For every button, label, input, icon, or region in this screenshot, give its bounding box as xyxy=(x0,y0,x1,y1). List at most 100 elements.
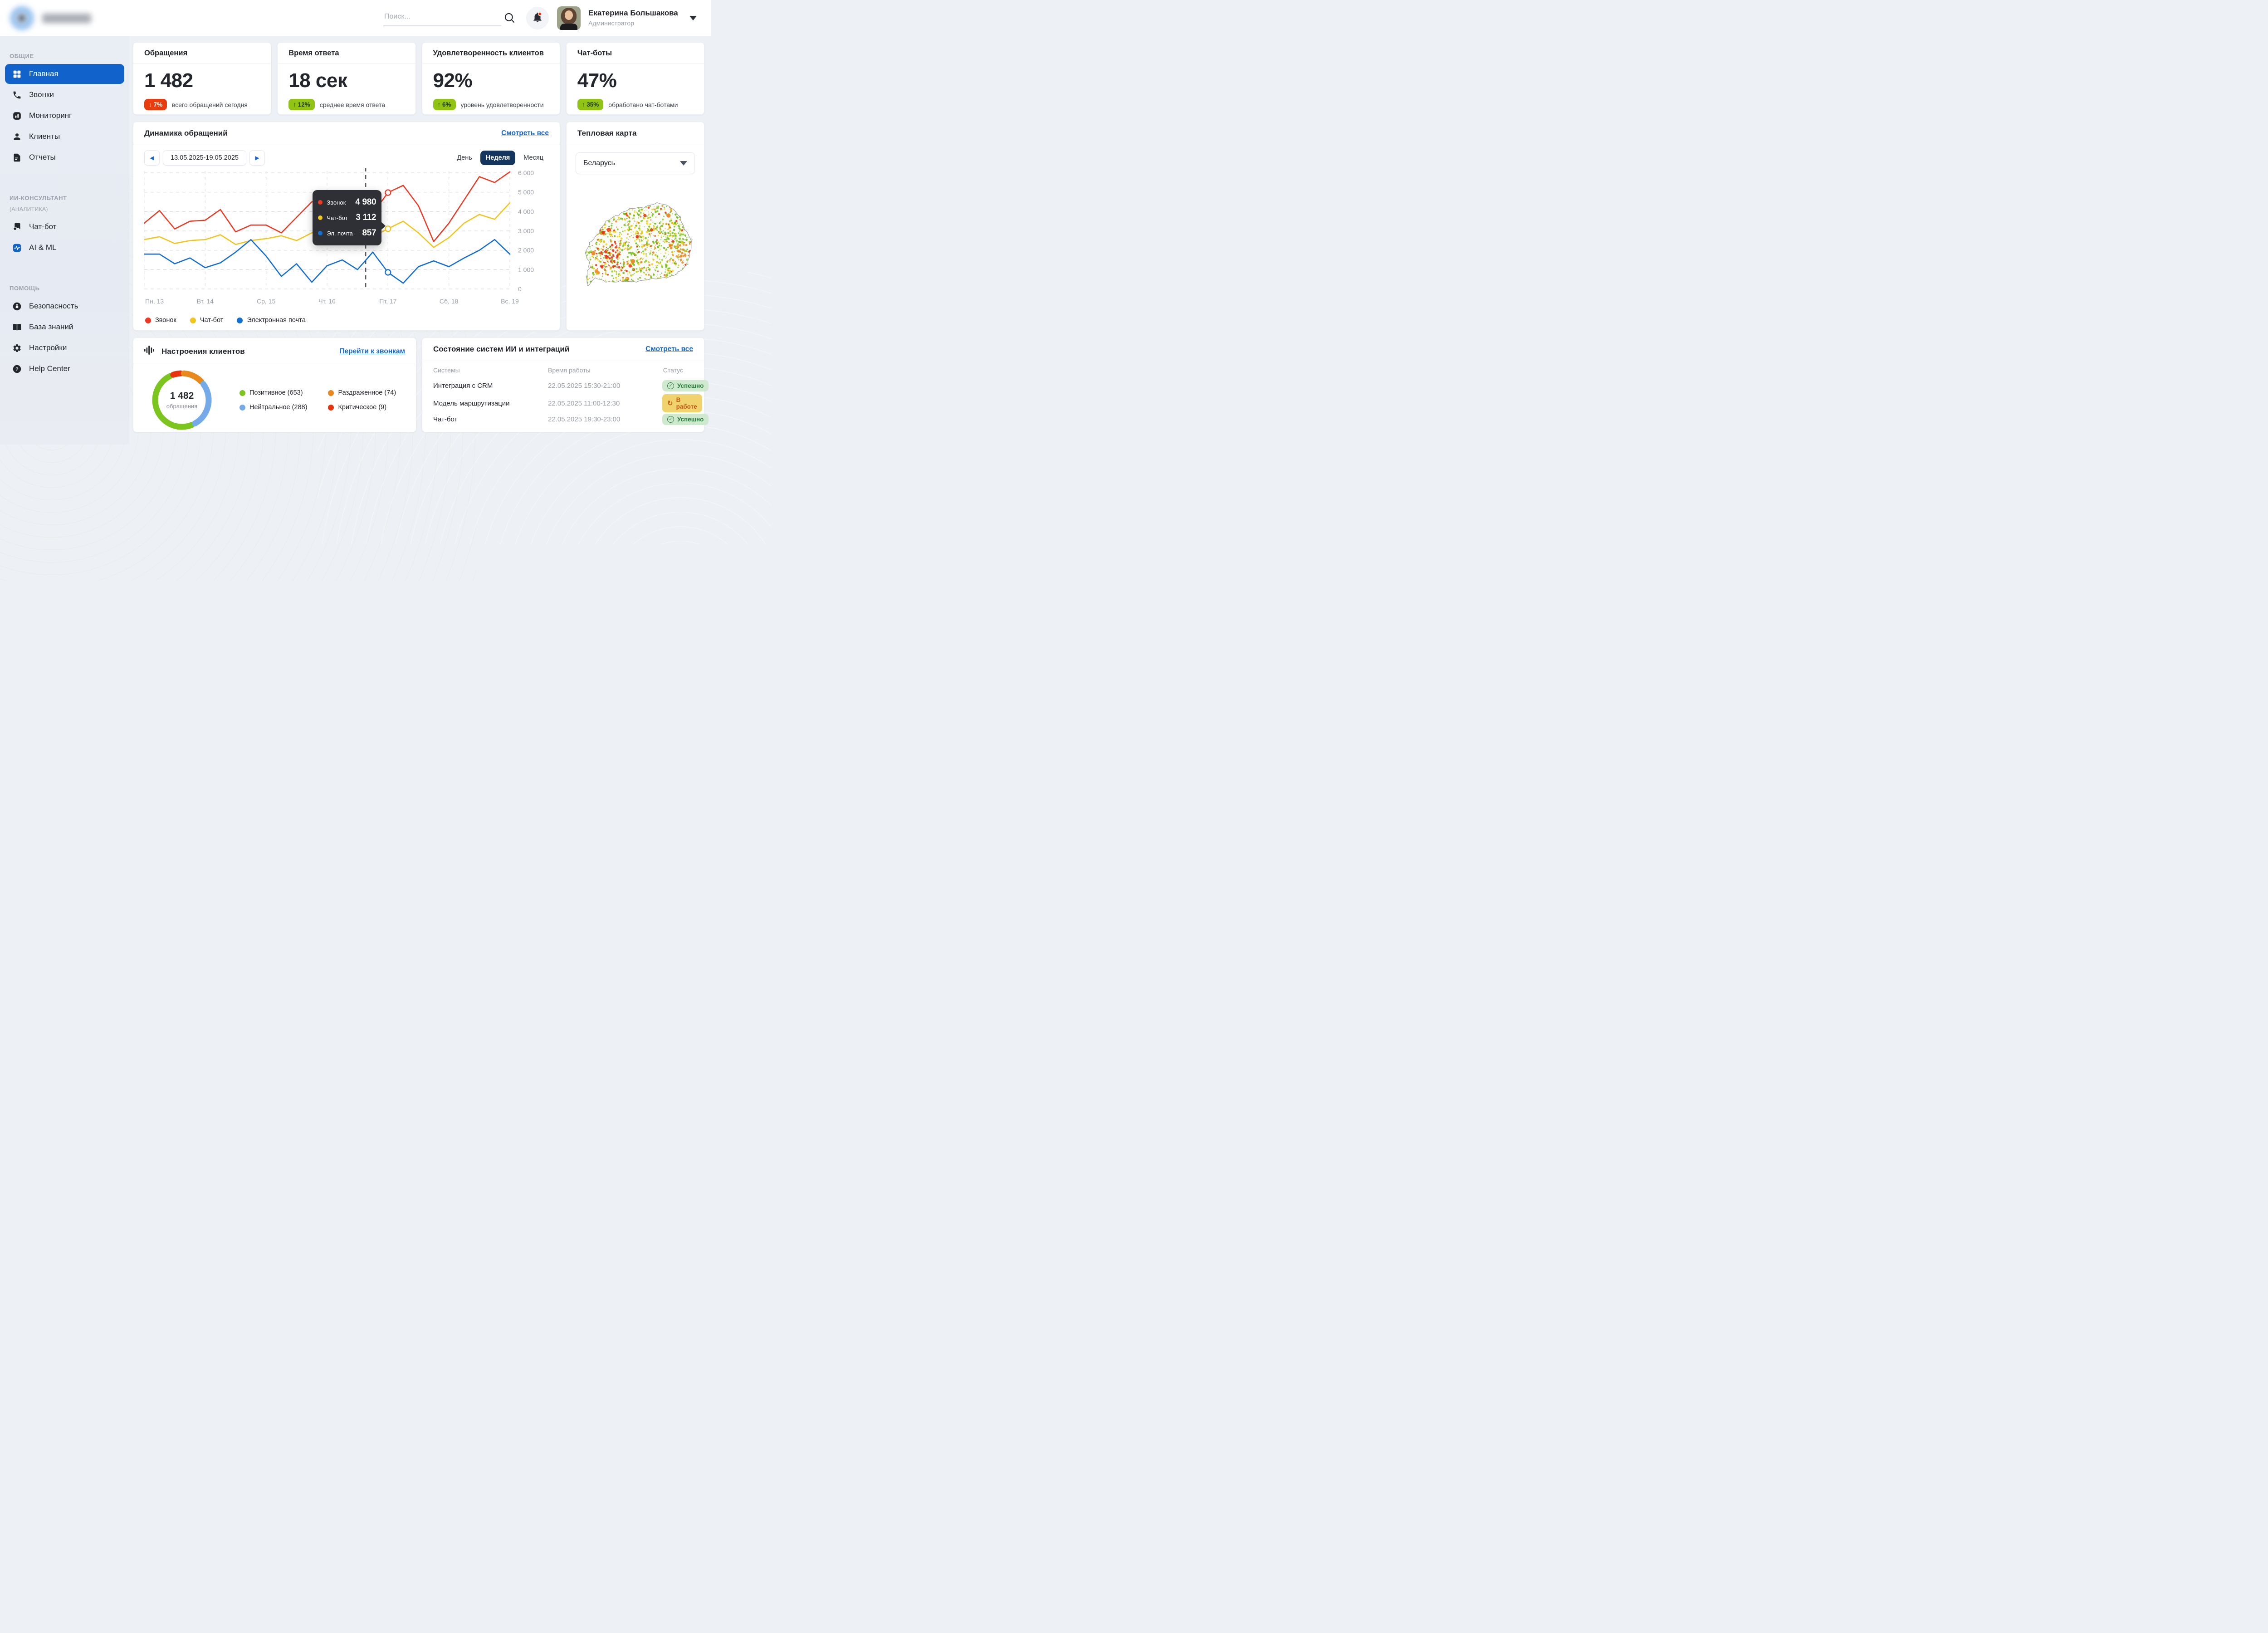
legend-dot xyxy=(240,390,245,396)
search-input[interactable] xyxy=(383,8,501,26)
sidebar-item-label: Звонки xyxy=(29,90,54,99)
settings-icon xyxy=(12,343,22,353)
svg-text:Сб, 18: Сб, 18 xyxy=(440,298,459,305)
avatar-body xyxy=(560,24,577,30)
sidebar-item-settings[interactable]: Настройки xyxy=(5,338,124,358)
sidebar-item-label: Главная xyxy=(29,69,59,78)
systems-table: Системы Время работы Статус Интеграция с CR… xyxy=(422,360,709,428)
donut-total-label: обращения xyxy=(166,403,198,410)
sidebar-item-knowledge-base[interactable]: База знаний xyxy=(5,317,124,337)
avatar-face xyxy=(565,10,573,20)
home-icon xyxy=(12,69,22,79)
sentiment-legend-item: Позитивное (653) xyxy=(240,389,307,396)
heatmap-card: Тепловая карта Беларусь xyxy=(566,122,704,331)
kpi-title: Удовлетворенность клиентов xyxy=(422,43,560,64)
period-option-месяц[interactable]: Месяц xyxy=(523,154,543,161)
kpi-value: 18 сек xyxy=(288,69,347,92)
system-time: 22.05.2025 19:30-23:00 xyxy=(548,416,621,423)
sidebar-item-security[interactable]: Безопасность xyxy=(5,296,124,316)
hover-marker-chatbot xyxy=(385,225,391,232)
svg-text:2 000: 2 000 xyxy=(518,247,534,254)
period-option-неделя[interactable]: Неделя xyxy=(480,151,516,165)
waveform-icon xyxy=(144,345,156,358)
date-prev-button[interactable]: ◀ xyxy=(144,150,160,166)
kpi-card-requests: Обращения 1 482 ↓ 7% всего обращений сегодн… xyxy=(133,42,272,115)
systems-view-all-link[interactable]: Смотреть все xyxy=(645,345,693,353)
donut-total: 1 482 xyxy=(170,391,194,401)
kpi-row: Обращения 1 482 ↓ 7% всего обращений сегодн… xyxy=(133,42,704,115)
knowledge-base-icon xyxy=(12,322,22,332)
sidebar-item-chatbot[interactable]: Чат-бот xyxy=(5,217,124,237)
kpi-description: уровень удовлетворенности xyxy=(460,101,544,108)
systems-card: Состояние систем ИИ и интеграций Смотрет… xyxy=(422,337,709,432)
svg-text:0: 0 xyxy=(518,285,522,293)
line-chart: 0 1 000 2 000 3 000 4 000 5 000 6 000 Пн, 13 Вт,… xyxy=(133,166,560,313)
sentiment-card: Настроения клиентов Перейти к звонкам 1 … xyxy=(133,337,416,432)
top-bar: Екатерина Большакова Администратор xyxy=(0,0,711,36)
sidebar-item-monitoring[interactable]: Мониторинг xyxy=(5,106,124,126)
svg-text:Ср, 15: Ср, 15 xyxy=(257,298,275,305)
table-column-header: Время работы xyxy=(548,367,591,374)
sidebar-item-label: База знаний xyxy=(29,323,73,331)
sidebar-item-label: Help Center xyxy=(29,364,70,373)
kpi-trend-badge: ↑ 12% xyxy=(288,99,315,110)
legend-label: Позитивное (653) xyxy=(249,389,303,396)
kpi-card-response-time: Время ответа 18 сек ↑ 12% среднее время отв… xyxy=(277,42,416,115)
region-select[interactable]: Беларусь xyxy=(576,152,695,174)
ai-ml-icon xyxy=(12,243,22,253)
tooltip-series-label: Чат-бот xyxy=(327,214,348,221)
heatmap-title: Тепловая карта xyxy=(577,129,637,137)
logo-text-blurred xyxy=(42,13,91,23)
sidebar-item-ai-ml[interactable]: AI & ML xyxy=(5,238,124,258)
kpi-trend-badge: ↑ 35% xyxy=(577,99,604,110)
user-menu-caret-icon[interactable] xyxy=(689,16,697,20)
user-info: Екатерина Большакова Администратор xyxy=(588,9,678,27)
sidebar-item-reports[interactable]: Отчеты xyxy=(5,147,124,167)
app-logo xyxy=(10,6,91,30)
sidebar-item-calls[interactable]: Звонки xyxy=(5,85,124,105)
date-range-picker[interactable]: 13.05.2025-19.05.2025 xyxy=(163,150,246,166)
period-option-день[interactable]: День xyxy=(457,154,472,161)
sidebar-item-help-center[interactable]: ? Help Center xyxy=(5,359,124,379)
go-to-calls-link[interactable]: Перейти к звонкам xyxy=(339,347,405,355)
notifications-button[interactable] xyxy=(526,7,549,29)
sidebar-item-home[interactable]: Главная xyxy=(5,64,124,84)
svg-text:3 000: 3 000 xyxy=(518,227,534,235)
kpi-value: 47% xyxy=(577,69,617,92)
chart-tooltip: Звонок 4 980 Чат-бот 3 112 Эл. почта 857 xyxy=(313,190,386,245)
sidebar-item-clients[interactable]: Клиенты xyxy=(5,127,124,147)
dynamics-view-all-link[interactable]: Смотреть все xyxy=(501,129,549,137)
sentiment-legend: Позитивное (653) Раздраженное (74) Нейтрал… xyxy=(240,389,396,411)
legend-label: Электронная почта xyxy=(247,317,306,324)
chart-legend: Звонок Чат-бот Электронная почта xyxy=(133,313,560,324)
sentiment-title: Настроения клиентов xyxy=(161,347,245,356)
system-name: Чат-бот xyxy=(433,416,458,423)
legend-dot xyxy=(237,317,243,323)
table-column-header: Системы xyxy=(433,367,460,374)
tooltip-series-dot xyxy=(318,200,323,205)
table-header-row: Системы Время работы Статус xyxy=(433,363,695,377)
svg-text:Вт, 14: Вт, 14 xyxy=(197,298,214,305)
date-next-button[interactable]: ▶ xyxy=(249,150,265,166)
sidebar-item-label: Мониторинг xyxy=(29,111,72,120)
user-name: Екатерина Большакова xyxy=(588,9,678,17)
series-line-email xyxy=(143,239,511,284)
period-toggle: День Неделя Месяц xyxy=(451,151,549,165)
kpi-value: 1 482 xyxy=(144,69,193,92)
kpi-card-satisfaction: Удовлетворенность клиентов 92% ↑ 6% уровень… xyxy=(421,42,560,115)
sidebar: ОБЩИЕ Главная Звонки Мониторинг Клиенты Отчет… xyxy=(0,36,129,445)
search-icon[interactable] xyxy=(503,12,516,26)
kpi-card-chatbots: Чат-боты 47% ↑ 35% обработано чат-ботами xyxy=(566,42,704,115)
user-avatar[interactable] xyxy=(557,6,581,30)
tooltip-row: Звонок 4 980 xyxy=(318,195,376,210)
legend-item-email: Электронная почта xyxy=(237,317,306,324)
sidebar-item-label: Отчеты xyxy=(29,153,56,161)
monitoring-icon xyxy=(12,111,22,121)
table-row: Модель маршрутизации 22.05.2025 11:00-12:… xyxy=(433,394,702,412)
legend-label: Раздраженное (74) xyxy=(338,389,396,396)
tooltip-arrow xyxy=(381,222,386,230)
sentiment-legend-item: Раздраженное (74) xyxy=(328,389,396,396)
svg-text:6 000: 6 000 xyxy=(518,169,534,176)
svg-text:Чт, 16: Чт, 16 xyxy=(318,298,336,305)
sentiment-donut-chart xyxy=(152,370,212,430)
